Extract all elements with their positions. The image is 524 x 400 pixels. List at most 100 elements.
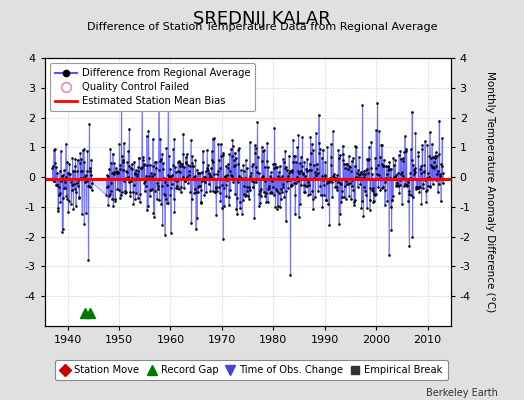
Point <box>398 200 406 207</box>
Point <box>194 189 202 195</box>
Point <box>197 199 205 206</box>
Point <box>432 177 441 183</box>
Point <box>209 188 217 194</box>
Point <box>354 174 363 181</box>
Point <box>301 189 309 196</box>
Point <box>65 170 73 177</box>
Point <box>80 221 88 227</box>
Point <box>378 142 386 148</box>
Point <box>104 202 112 208</box>
Point <box>201 179 210 186</box>
Point <box>343 161 352 168</box>
Point <box>165 200 173 206</box>
Point <box>160 232 169 238</box>
Point <box>122 168 130 174</box>
Point <box>56 168 64 175</box>
Point <box>311 130 320 137</box>
Point <box>289 137 297 143</box>
Point <box>157 201 166 208</box>
Point <box>335 154 343 161</box>
Point <box>412 185 420 192</box>
Point <box>330 174 338 181</box>
Point <box>256 186 265 192</box>
Point <box>190 172 199 179</box>
Point <box>151 176 160 182</box>
Point <box>254 176 263 182</box>
Point <box>168 172 177 178</box>
Point <box>346 180 355 186</box>
Point <box>148 186 156 192</box>
Point <box>79 146 88 152</box>
Point <box>391 157 399 164</box>
Point <box>181 154 190 161</box>
Point <box>82 210 90 216</box>
Point <box>191 186 199 192</box>
Point <box>384 167 392 174</box>
Point <box>306 190 314 197</box>
Point <box>165 153 173 160</box>
Point <box>113 168 121 174</box>
Point <box>267 169 275 176</box>
Point <box>198 187 206 193</box>
Point <box>233 210 241 217</box>
Point <box>435 117 443 124</box>
Point <box>294 178 302 184</box>
Point <box>436 198 445 205</box>
Point <box>147 187 155 193</box>
Point <box>263 140 271 146</box>
Point <box>232 205 241 212</box>
Point <box>237 167 245 174</box>
Point <box>241 193 249 199</box>
Point <box>223 176 231 183</box>
Point <box>267 175 276 181</box>
Point <box>222 193 231 199</box>
Point <box>151 188 159 194</box>
Point <box>399 172 407 179</box>
Point <box>125 125 133 132</box>
Point <box>291 210 299 217</box>
Point <box>415 189 423 195</box>
Point <box>214 157 223 163</box>
Point <box>249 183 257 190</box>
Point <box>254 154 262 160</box>
Point <box>48 165 57 172</box>
Legend: Difference from Regional Average, Quality Control Failed, Estimated Station Mean: Difference from Regional Average, Qualit… <box>50 63 255 111</box>
Point <box>400 133 409 139</box>
Point <box>314 188 322 194</box>
Point <box>145 193 154 200</box>
Text: SREDNIJ KALAR: SREDNIJ KALAR <box>193 10 331 28</box>
Point <box>350 202 358 208</box>
Point <box>380 163 388 169</box>
Point <box>390 174 399 180</box>
Point <box>266 189 274 196</box>
Point <box>318 204 326 210</box>
Point <box>353 170 361 176</box>
Point <box>292 159 300 165</box>
Point <box>411 130 420 136</box>
Point <box>189 163 197 169</box>
Point <box>325 175 334 181</box>
Point <box>58 229 67 236</box>
Point <box>365 156 374 162</box>
Point <box>212 212 220 218</box>
Point <box>403 183 411 190</box>
Point <box>117 153 126 160</box>
Point <box>136 165 145 171</box>
Point <box>144 128 152 134</box>
Point <box>268 190 277 196</box>
Point <box>178 163 187 170</box>
Point <box>344 180 352 187</box>
Point <box>361 184 369 190</box>
Point <box>285 177 293 183</box>
Point <box>334 221 343 228</box>
Point <box>410 171 418 177</box>
Point <box>213 188 221 194</box>
Point <box>335 152 344 158</box>
Point <box>423 142 432 148</box>
Point <box>253 119 261 125</box>
Point <box>289 180 298 186</box>
Point <box>327 154 335 160</box>
Point <box>373 171 381 177</box>
Point <box>146 187 154 193</box>
Point <box>181 178 189 184</box>
